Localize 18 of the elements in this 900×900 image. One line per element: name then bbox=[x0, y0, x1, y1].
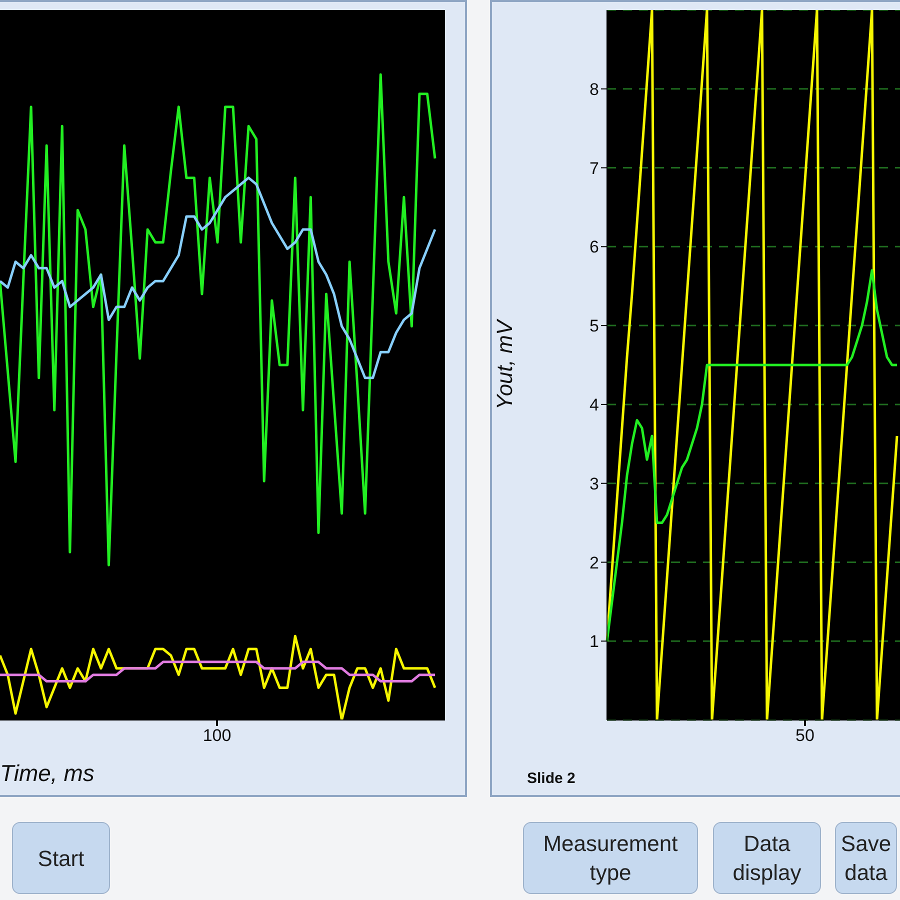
y-tick-label: 1 bbox=[590, 632, 599, 652]
x-axis-title: Time, ms bbox=[0, 760, 94, 787]
line-series bbox=[606, 269, 898, 642]
y-tick-label: 6 bbox=[590, 238, 599, 257]
y-axis-title: Yout, mV bbox=[492, 318, 517, 410]
text: 50 bbox=[794, 726, 816, 746]
button: Start bbox=[12, 822, 110, 894]
y-tick-label: 2 bbox=[590, 553, 599, 572]
text: Slide 2 bbox=[527, 770, 576, 787]
button: Save data bbox=[835, 822, 897, 894]
y-tick-label: 4 bbox=[590, 395, 599, 414]
y-tick-label: 3 bbox=[590, 474, 599, 494]
text: 100 bbox=[202, 726, 232, 746]
y-tick-label: 7 bbox=[590, 158, 599, 178]
button: Measurement type bbox=[523, 822, 698, 894]
button: Data display bbox=[713, 822, 821, 894]
y-tick-label: 8 bbox=[590, 80, 599, 99]
y-tick-label: 5 bbox=[590, 316, 599, 336]
